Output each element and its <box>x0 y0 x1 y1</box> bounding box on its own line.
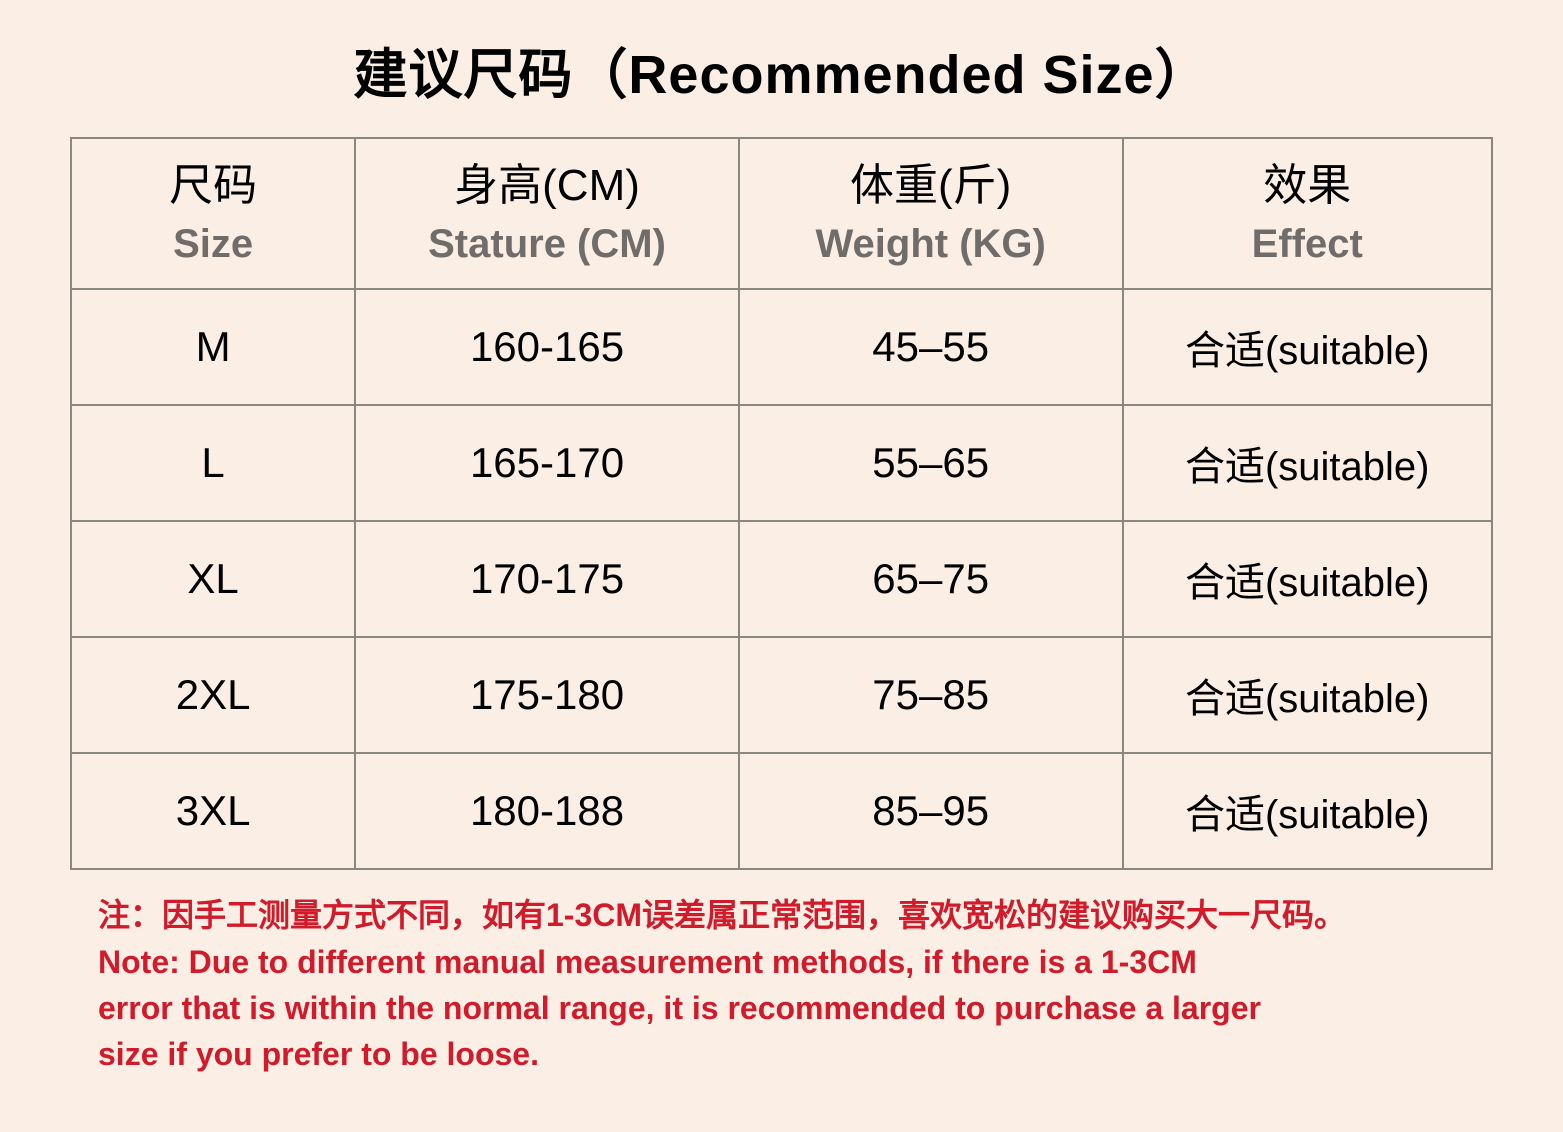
footnote-en-3: size if you prefer to be loose. <box>98 1031 1465 1077</box>
table-row: 3XL 180-188 85–95 合适(suitable) <box>71 753 1492 869</box>
cell-weight: 45–55 <box>739 289 1123 405</box>
cell-effect: 合适(suitable) <box>1123 521 1493 637</box>
col-header-effect-cn: 效果 <box>1132 157 1484 214</box>
footnote: 注：因手工测量方式不同，如有1-3CM误差属正常范围，喜欢宽松的建议购买大一尺码… <box>70 892 1493 1078</box>
table-row: M 160-165 45–55 合适(suitable) <box>71 289 1492 405</box>
col-header-height-cn: 身高(CM) <box>364 157 730 214</box>
footnote-en-1: Note: Due to different manual measuremen… <box>98 939 1465 985</box>
cell-height: 180-188 <box>355 753 739 869</box>
cell-size: 2XL <box>71 637 355 753</box>
col-header-size-cn: 尺码 <box>80 157 346 214</box>
cell-height: 160-165 <box>355 289 739 405</box>
col-header-weight-en: Weight (KG) <box>748 218 1114 270</box>
cell-weight: 85–95 <box>739 753 1123 869</box>
page-title: 建议尺码（Recommended Size） <box>70 30 1493 109</box>
cell-effect: 合适(suitable) <box>1123 753 1493 869</box>
size-table: 尺码 Size 身高(CM) Stature (CM) 体重(斤) Weight… <box>70 137 1493 870</box>
cell-height: 175-180 <box>355 637 739 753</box>
cell-height: 165-170 <box>355 405 739 521</box>
cell-weight: 55–65 <box>739 405 1123 521</box>
cell-size: L <box>71 405 355 521</box>
cell-size: XL <box>71 521 355 637</box>
col-header-size: 尺码 Size <box>71 138 355 289</box>
col-header-height-en: Stature (CM) <box>364 218 730 270</box>
table-row: XL 170-175 65–75 合适(suitable) <box>71 521 1492 637</box>
cell-height: 170-175 <box>355 521 739 637</box>
table-row: L 165-170 55–65 合适(suitable) <box>71 405 1492 521</box>
cell-effect: 合适(suitable) <box>1123 405 1493 521</box>
col-header-height: 身高(CM) Stature (CM) <box>355 138 739 289</box>
table-row: 2XL 175-180 75–85 合适(suitable) <box>71 637 1492 753</box>
footnote-en-2: error that is within the normal range, i… <box>98 985 1465 1031</box>
cell-weight: 65–75 <box>739 521 1123 637</box>
col-header-weight-cn: 体重(斤) <box>748 157 1114 214</box>
col-header-size-en: Size <box>80 218 346 270</box>
col-header-effect: 效果 Effect <box>1123 138 1493 289</box>
footnote-cn: 注：因手工测量方式不同，如有1-3CM误差属正常范围，喜欢宽松的建议购买大一尺码… <box>98 892 1465 938</box>
col-header-effect-en: Effect <box>1132 218 1484 270</box>
cell-effect: 合适(suitable) <box>1123 637 1493 753</box>
col-header-weight: 体重(斤) Weight (KG) <box>739 138 1123 289</box>
cell-size: 3XL <box>71 753 355 869</box>
table-header-row: 尺码 Size 身高(CM) Stature (CM) 体重(斤) Weight… <box>71 138 1492 289</box>
cell-weight: 75–85 <box>739 637 1123 753</box>
cell-effect: 合适(suitable) <box>1123 289 1493 405</box>
cell-size: M <box>71 289 355 405</box>
